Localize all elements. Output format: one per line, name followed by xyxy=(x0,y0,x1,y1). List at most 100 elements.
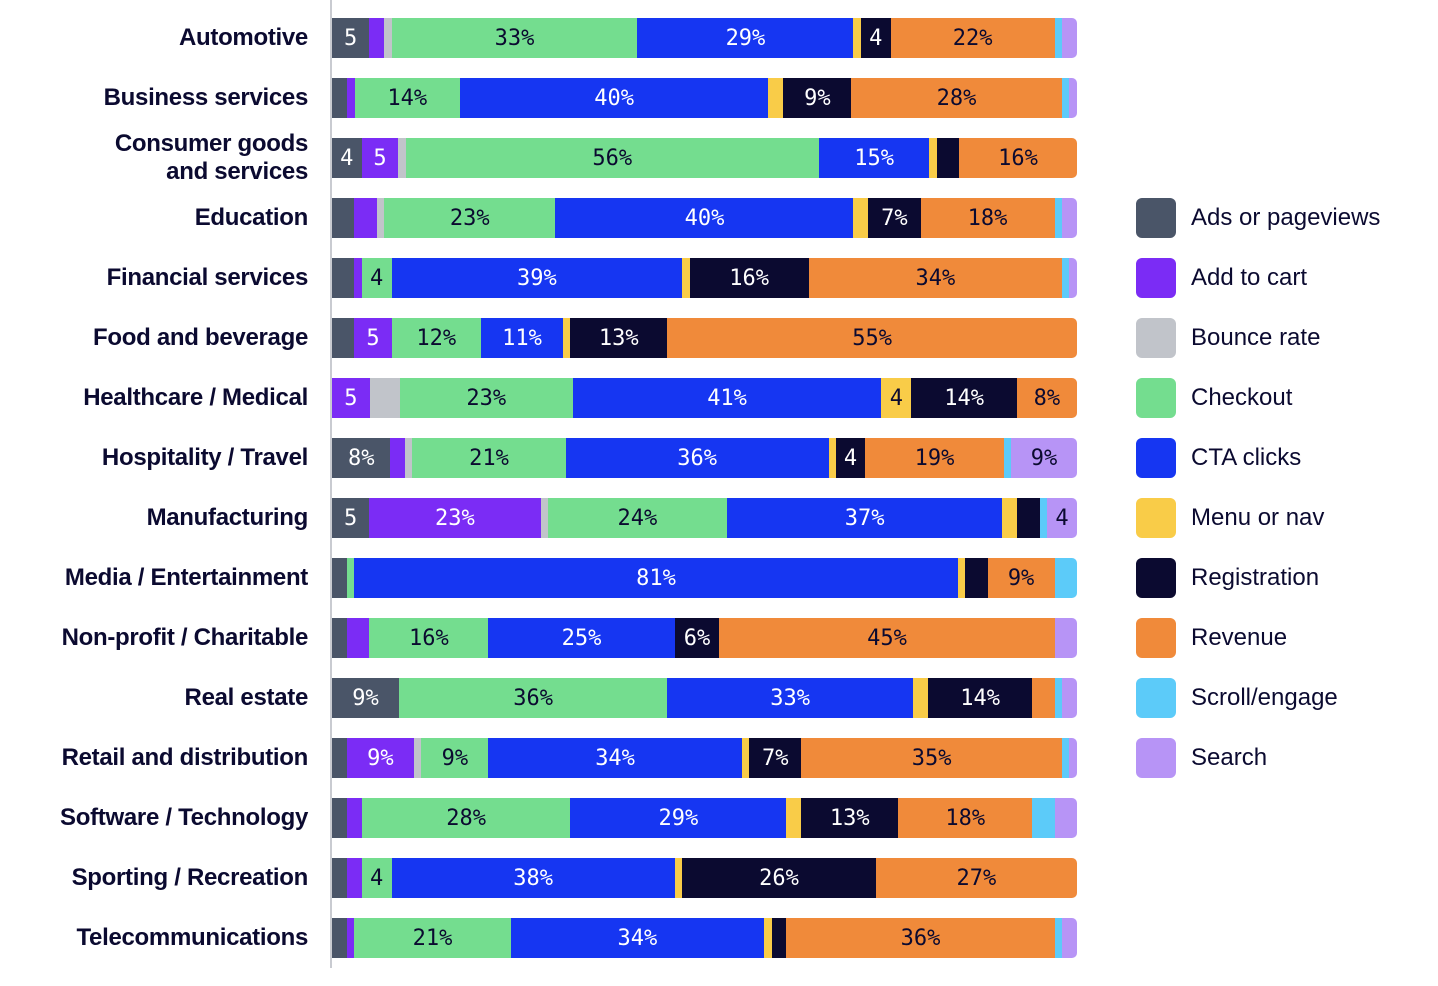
data-label: 12% xyxy=(416,325,457,351)
data-label: 5 xyxy=(344,385,358,411)
data-label: 40% xyxy=(594,85,635,111)
bar-segment-menu-or-nav xyxy=(929,138,937,178)
bar-segment-scroll-engage xyxy=(1054,678,1063,718)
data-label: 23% xyxy=(435,505,475,531)
bar-segment-menu-or-nav xyxy=(682,258,690,298)
data-label: 4 xyxy=(340,145,354,171)
bar-segment-bounce-rate xyxy=(398,138,406,178)
legend-label: Bounce rate xyxy=(1191,324,1321,351)
bar-segment-scroll-engage xyxy=(1054,558,1077,598)
bar-segment-menu-or-nav xyxy=(1002,498,1018,538)
category-label: Hospitality / Travel xyxy=(101,444,308,471)
data-label: 28% xyxy=(446,805,486,831)
category-label: Business services xyxy=(103,84,309,111)
data-label: 39% xyxy=(516,265,557,291)
bar-segment-revenue: 35% xyxy=(801,738,1063,778)
bar-segment-registration xyxy=(965,558,988,598)
bar-segment-add-to-cart xyxy=(354,258,362,298)
bar-segment-add-to-cart xyxy=(346,618,370,658)
bar-segment-revenue: 18% xyxy=(920,198,1055,238)
bar-real-estate: 9% 36% 33% 14% xyxy=(332,678,1077,718)
bar-segment-revenue: 55% xyxy=(667,318,1077,358)
data-label: 37% xyxy=(844,505,885,531)
data-label: 9% xyxy=(804,85,831,111)
bar-segment-ads-or-pageviews xyxy=(332,558,347,598)
data-label: 14% xyxy=(387,85,428,111)
bar-hospitality-travel: 8% 21% 36% 4 19% 9% xyxy=(332,438,1077,478)
data-label: 13% xyxy=(598,325,639,351)
bar-segment-menu-or-nav xyxy=(768,78,784,118)
bar-segment-cta-clicks: 39% xyxy=(391,258,683,298)
bar-segment-registration: 9% xyxy=(783,78,852,118)
legend-swatch xyxy=(1136,258,1176,298)
category-label: Non-profit / Charitable xyxy=(61,624,309,651)
bar-consumer-goods-and-services: 4 5 56% 15% 16% xyxy=(332,138,1077,178)
bar-segment-revenue: 9% xyxy=(987,558,1055,598)
data-label: 29% xyxy=(658,805,699,831)
legend-label: Search xyxy=(1191,744,1268,771)
bar-segment-checkout: 28% xyxy=(361,798,571,838)
data-label: 21% xyxy=(469,445,509,471)
data-label: 34% xyxy=(617,925,658,951)
bar-segment-search xyxy=(1054,618,1077,658)
data-label: 38% xyxy=(513,865,553,891)
category-label: Real estate xyxy=(184,684,309,711)
legend-item: Search xyxy=(1136,738,1267,778)
bar-segment-checkout: 16% xyxy=(369,618,489,658)
bar-segment-menu-or-nav xyxy=(741,738,750,778)
bar-segment-revenue: 16% xyxy=(958,138,1077,178)
bar-segment-add-to-cart: 5 xyxy=(361,138,399,178)
data-label: 4 xyxy=(869,25,883,51)
bar-segment-cta-clicks: 41% xyxy=(572,378,882,418)
bar-segment-cta-clicks: 34% xyxy=(488,738,742,778)
data-label: 6% xyxy=(683,625,711,651)
bar-segment-search: 4 xyxy=(1047,498,1077,538)
bar-segment-menu-or-nav xyxy=(786,798,802,838)
bar-segment-menu-or-nav xyxy=(853,18,861,58)
bar-segment-checkout: 4 xyxy=(361,258,392,298)
bar-segment-search xyxy=(1062,918,1077,958)
bar-segment-scroll-engage xyxy=(1054,918,1063,958)
data-label: 4 xyxy=(370,265,384,291)
bar-segment-revenue: 8% xyxy=(1016,378,1077,418)
bar-manufacturing: 5 23% 24% 37% 4 xyxy=(332,498,1077,538)
data-label: 18% xyxy=(945,805,986,831)
data-label: 36% xyxy=(677,445,718,471)
data-label: 36% xyxy=(513,685,554,711)
bar-segment-bounce-rate xyxy=(376,198,385,238)
category-label: Financial services xyxy=(106,264,309,291)
legend-item: Menu or nav xyxy=(1136,498,1324,538)
bar-segment-ads-or-pageviews xyxy=(332,738,347,778)
bar-financial-services: 4 39% 16% 34% xyxy=(332,258,1077,298)
bar-business-services: 14% 40% 9% 28% xyxy=(332,78,1077,118)
bar-segment-ads-or-pageviews xyxy=(332,858,347,898)
bar-segment-menu-or-nav xyxy=(764,918,772,958)
bar-segment-ads-or-pageviews: 8% xyxy=(332,438,391,478)
bar-segment-registration xyxy=(1017,498,1040,538)
data-label: 5 xyxy=(373,145,387,171)
bar-segment-revenue: 19% xyxy=(865,438,1004,478)
category-label: Media / Entertainment xyxy=(64,564,308,591)
bar-segment-add-to-cart xyxy=(354,198,377,238)
bar-segment-registration: 13% xyxy=(801,798,899,838)
bar-segment-ads-or-pageviews xyxy=(332,798,347,838)
bar-segment-ads-or-pageviews xyxy=(332,918,347,958)
bar-segment-add-to-cart: 5 xyxy=(332,378,370,418)
bar-segment-ads-or-pageviews: 5 xyxy=(332,498,370,538)
bar-segment-scroll-engage xyxy=(1061,78,1070,118)
data-label: 14% xyxy=(960,685,1000,711)
data-label: 35% xyxy=(911,745,952,771)
bar-segment-revenue: 27% xyxy=(875,858,1077,898)
data-label: 5 xyxy=(344,25,358,51)
legend-item: Scroll/engage xyxy=(1136,678,1338,718)
legend-item: Ads or pageviews xyxy=(1136,198,1380,238)
bar-segment-menu-or-nav xyxy=(957,558,966,598)
legend-item: CTA clicks xyxy=(1136,438,1301,478)
bar-sporting-recreation: 4 38% 26% 27% xyxy=(332,858,1077,898)
category-label: Sporting / Recreation xyxy=(71,864,309,891)
bar-segment-bounce-rate xyxy=(405,438,413,478)
legend-swatch xyxy=(1136,558,1176,598)
bar-segment-cta-clicks: 25% xyxy=(488,618,675,658)
bar-segment-ads-or-pageviews: 5 xyxy=(332,18,370,58)
data-label: 16% xyxy=(998,145,1038,171)
